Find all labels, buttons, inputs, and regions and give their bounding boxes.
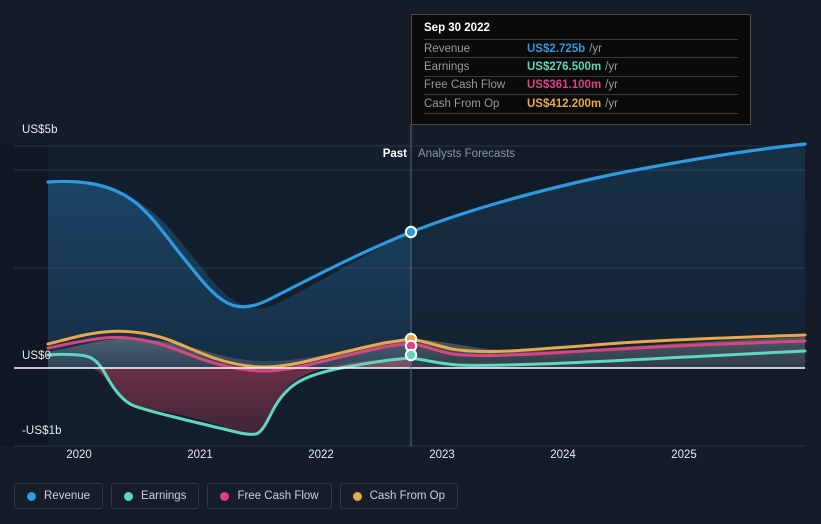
legend-dot-icon-revenue <box>27 491 36 501</box>
free-cash-flow-line <box>46 335 807 373</box>
tooltip-footer-divider <box>424 112 738 118</box>
y-axis-label-zero: US$0 <box>22 350 52 362</box>
legend-item-earnings[interactable]: Earnings <box>111 483 200 509</box>
y-axis-label-top: US$5b <box>22 124 58 136</box>
tooltip-row-cash-from-op: Cash From Op US$412.200m /yr <box>424 94 738 112</box>
tooltip-value-revenue: US$2.725b <box>527 42 586 55</box>
revenue-marker <box>404 225 418 239</box>
x-axis-tick-2024: 2024 <box>550 449 576 461</box>
tooltip-value-free-cash-flow: US$361.100m <box>527 79 602 92</box>
x-axis-tick-2023: 2023 <box>429 449 455 461</box>
x-axis: 2020 2021 2022 2023 2024 2025 <box>0 449 821 467</box>
tooltip-label-cash-from-op: Cash From Op <box>424 97 500 110</box>
tooltip-unit-free-cash-flow: /yr <box>605 79 618 92</box>
revenue-area-past <box>48 181 411 368</box>
tooltip-row-revenue: Revenue US$2.725b /yr <box>424 39 738 57</box>
tooltip-date: Sep 30 2022 <box>424 22 490 34</box>
legend-dot-icon-earnings <box>124 491 134 501</box>
y-axis-label-negative: -US$1b <box>22 425 62 437</box>
legend-item-free-cash-flow[interactable]: Free Cash Flow <box>207 483 332 509</box>
legend-label-earnings: Earnings <box>141 490 187 502</box>
legend-dot-icon-cash-from-op <box>352 491 362 501</box>
tooltip-unit-revenue: /yr <box>589 42 602 55</box>
tooltip-label-free-cash-flow: Free Cash Flow <box>424 79 506 92</box>
legend-label-revenue: Revenue <box>44 490 91 502</box>
x-axis-tick-2025: 2025 <box>671 449 697 461</box>
x-axis-tick-2020: 2020 <box>66 449 92 461</box>
tooltip-unit-earnings: /yr <box>605 61 618 74</box>
data-tooltip: Sep 30 2022 Revenue US$2.725b /yr Earnin… <box>411 14 751 125</box>
earnings-negative-area <box>92 357 411 435</box>
highlight-markers <box>404 225 418 362</box>
legend-dot-icon-free-cash-flow <box>220 491 230 501</box>
x-axis-tick-2021: 2021 <box>187 449 213 461</box>
earnings-marker <box>404 348 418 362</box>
tooltip-label-earnings: Earnings <box>424 61 470 74</box>
legend-label-free-cash-flow: Free Cash Flow <box>237 490 319 502</box>
tooltip-value-earnings: US$276.500m <box>527 61 602 74</box>
earnings-line <box>46 349 807 436</box>
legend-label-cash-from-op: Cash From Op <box>369 490 446 502</box>
cash-from-op-line <box>46 329 807 369</box>
tooltip-value-cash-from-op: US$412.200m <box>527 97 602 110</box>
x-axis-tick-2022: 2022 <box>308 449 334 461</box>
tooltip-unit-cash-from-op: /yr <box>605 97 618 110</box>
tooltip-label-revenue: Revenue <box>424 42 471 55</box>
revenue-line <box>46 142 807 309</box>
legend-item-cash-from-op[interactable]: Cash From Op <box>339 483 459 509</box>
chart-legend: Revenue Earnings Free Cash Flow Cash Fro… <box>14 483 459 509</box>
tooltip-row-earnings: Earnings US$276.500m /yr <box>424 57 738 75</box>
past-label: Past <box>382 148 407 160</box>
legend-item-revenue[interactable]: Revenue <box>14 483 104 509</box>
tooltip-row-free-cash-flow: Free Cash Flow US$361.100m /yr <box>424 75 738 94</box>
analysts-forecasts-label: Analysts Forecasts <box>418 148 516 160</box>
